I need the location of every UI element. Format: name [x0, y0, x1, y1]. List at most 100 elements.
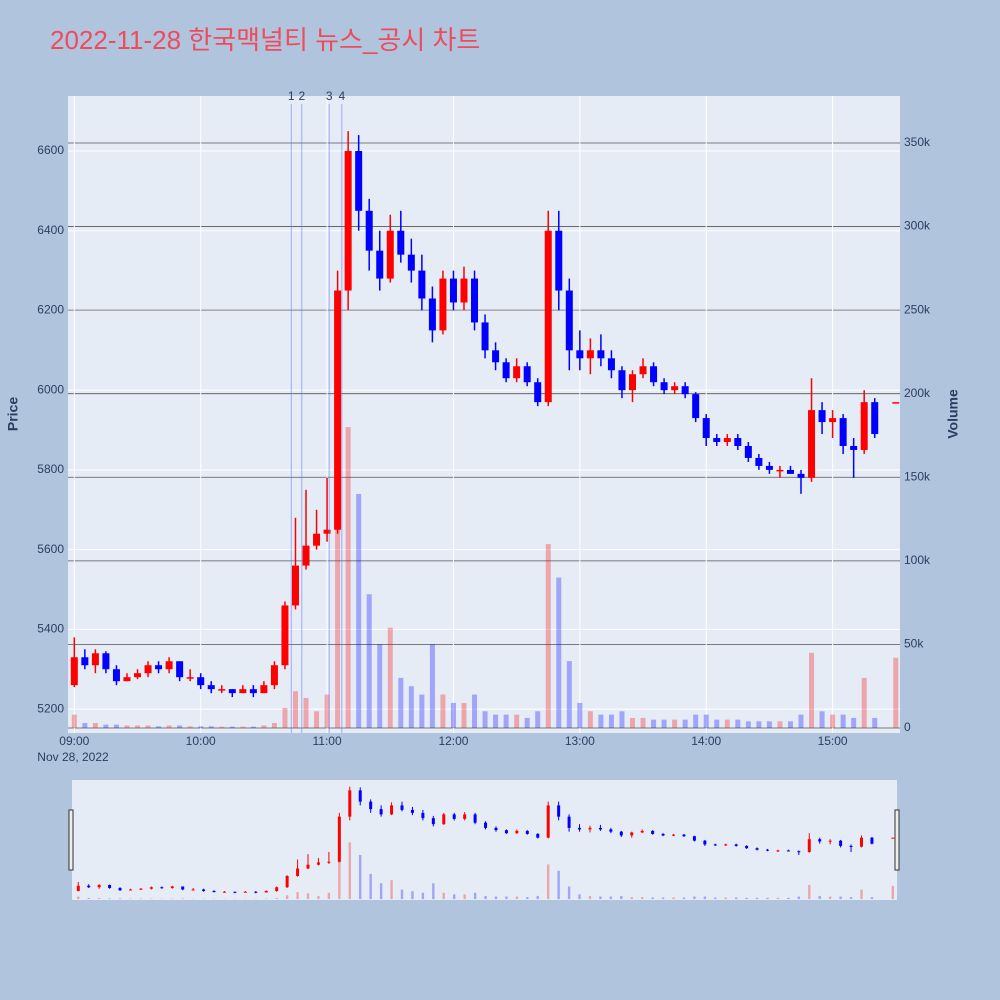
candle-body [218, 689, 226, 691]
annotation-label: 2 [298, 89, 305, 103]
mini-volume-bar [97, 898, 101, 900]
mini-volume-bar [526, 897, 529, 900]
mini-volume-bar [275, 898, 278, 900]
mini-candle-body [588, 827, 592, 830]
volume-bar [440, 694, 446, 728]
mini-volume-bar [400, 889, 404, 900]
mini-candle-body [672, 834, 676, 836]
range-handle[interactable] [68, 809, 74, 871]
volume-bar [640, 717, 646, 728]
mini-candle-body [306, 864, 310, 869]
candle-body [70, 657, 78, 686]
mini-candle-body [87, 885, 91, 888]
mini-volume-bar [547, 864, 550, 900]
mini-candle-body [828, 840, 832, 842]
mini-volume-bar [77, 896, 80, 900]
mini-candle-body [327, 861, 331, 863]
mini-volume-bar [828, 896, 832, 900]
volume-bar [198, 726, 204, 728]
mini-candle-body [191, 889, 195, 891]
volume-bar [861, 677, 867, 728]
candle-body [639, 366, 647, 375]
candle-body [555, 230, 563, 291]
mini-volume-bar [808, 884, 811, 900]
mini-volume-bar [369, 873, 372, 900]
x-tick-label: 11:00 [313, 734, 342, 748]
mini-volume-bar [766, 897, 769, 900]
volume-bar [524, 717, 530, 728]
candle-body [502, 362, 510, 379]
y-tick-label: 5200 [37, 701, 64, 715]
mini-candle-body [233, 891, 237, 893]
mini-volume-bar [567, 886, 571, 900]
volume-bar [229, 726, 235, 728]
volume-bar [714, 719, 720, 728]
volume-bar [777, 721, 783, 728]
candle-body [112, 669, 120, 682]
mini-candle-body [97, 884, 101, 888]
mini-volume-bar [839, 896, 842, 900]
mini-volume-bar [682, 897, 686, 900]
y-tick-label: 5600 [37, 542, 64, 556]
range-slider[interactable] [72, 780, 897, 900]
candle-body [723, 438, 731, 443]
annotation-label: 3 [326, 89, 333, 103]
volume-bar [208, 726, 214, 728]
volume-bar [419, 694, 425, 728]
candle-body [660, 382, 668, 391]
volume-bar [166, 725, 172, 728]
volume-bar [177, 725, 183, 728]
volume-bar [587, 711, 593, 728]
y-axis-title: Price [5, 397, 21, 431]
mini-candle-body [139, 888, 143, 890]
annotation-label: 1 [288, 89, 295, 103]
volume-bar [429, 644, 435, 728]
volume-bar [103, 724, 109, 728]
candle-body [228, 689, 236, 694]
candle-body [386, 230, 394, 279]
volume-bar [598, 714, 604, 728]
mini-volume-bar [306, 893, 310, 900]
candle-body [144, 665, 152, 674]
candle-body [808, 410, 816, 478]
candle-body [376, 250, 384, 279]
volume-bar [661, 719, 667, 728]
mini-volume-bar [755, 897, 759, 900]
candle-body [449, 278, 457, 303]
y-tick-label: 5400 [37, 622, 64, 636]
mini-volume-bar [87, 898, 90, 900]
candle-body [260, 685, 268, 694]
mini-volume-bar [630, 897, 633, 900]
mini-candle-body [713, 844, 717, 846]
mini-candle-body [504, 830, 508, 834]
volume-bar [271, 722, 277, 728]
mini-candle-body [640, 830, 644, 833]
volume-bar [113, 724, 119, 728]
mini-volume-bar [714, 897, 717, 900]
mini-candle-body [818, 839, 822, 842]
mini-candle-body [859, 837, 863, 847]
volume-bar [250, 726, 256, 728]
candle-body [197, 677, 205, 686]
volume-bar [450, 702, 456, 728]
volume-bar [608, 714, 614, 728]
volume-bar [366, 594, 372, 728]
mini-candle-body [337, 816, 341, 862]
candle-body [871, 402, 879, 435]
mini-candle-body [76, 885, 80, 891]
candle-body [776, 469, 784, 472]
y2-tick-label: 100k [904, 553, 931, 567]
candle-body [428, 298, 436, 331]
volume-bar [145, 725, 151, 728]
mini-candle-body [839, 840, 843, 846]
mini-candle-body [567, 816, 571, 828]
mini-candle-body [442, 814, 446, 825]
volume-bar [766, 721, 772, 728]
volume-bar [187, 726, 193, 728]
volume-bar [156, 726, 162, 728]
mini-candle-body [598, 827, 602, 830]
volume-bar [787, 721, 793, 728]
mini-volume-bar [421, 892, 425, 900]
range-handle[interactable] [894, 809, 900, 871]
mini-candle-body [484, 822, 488, 828]
